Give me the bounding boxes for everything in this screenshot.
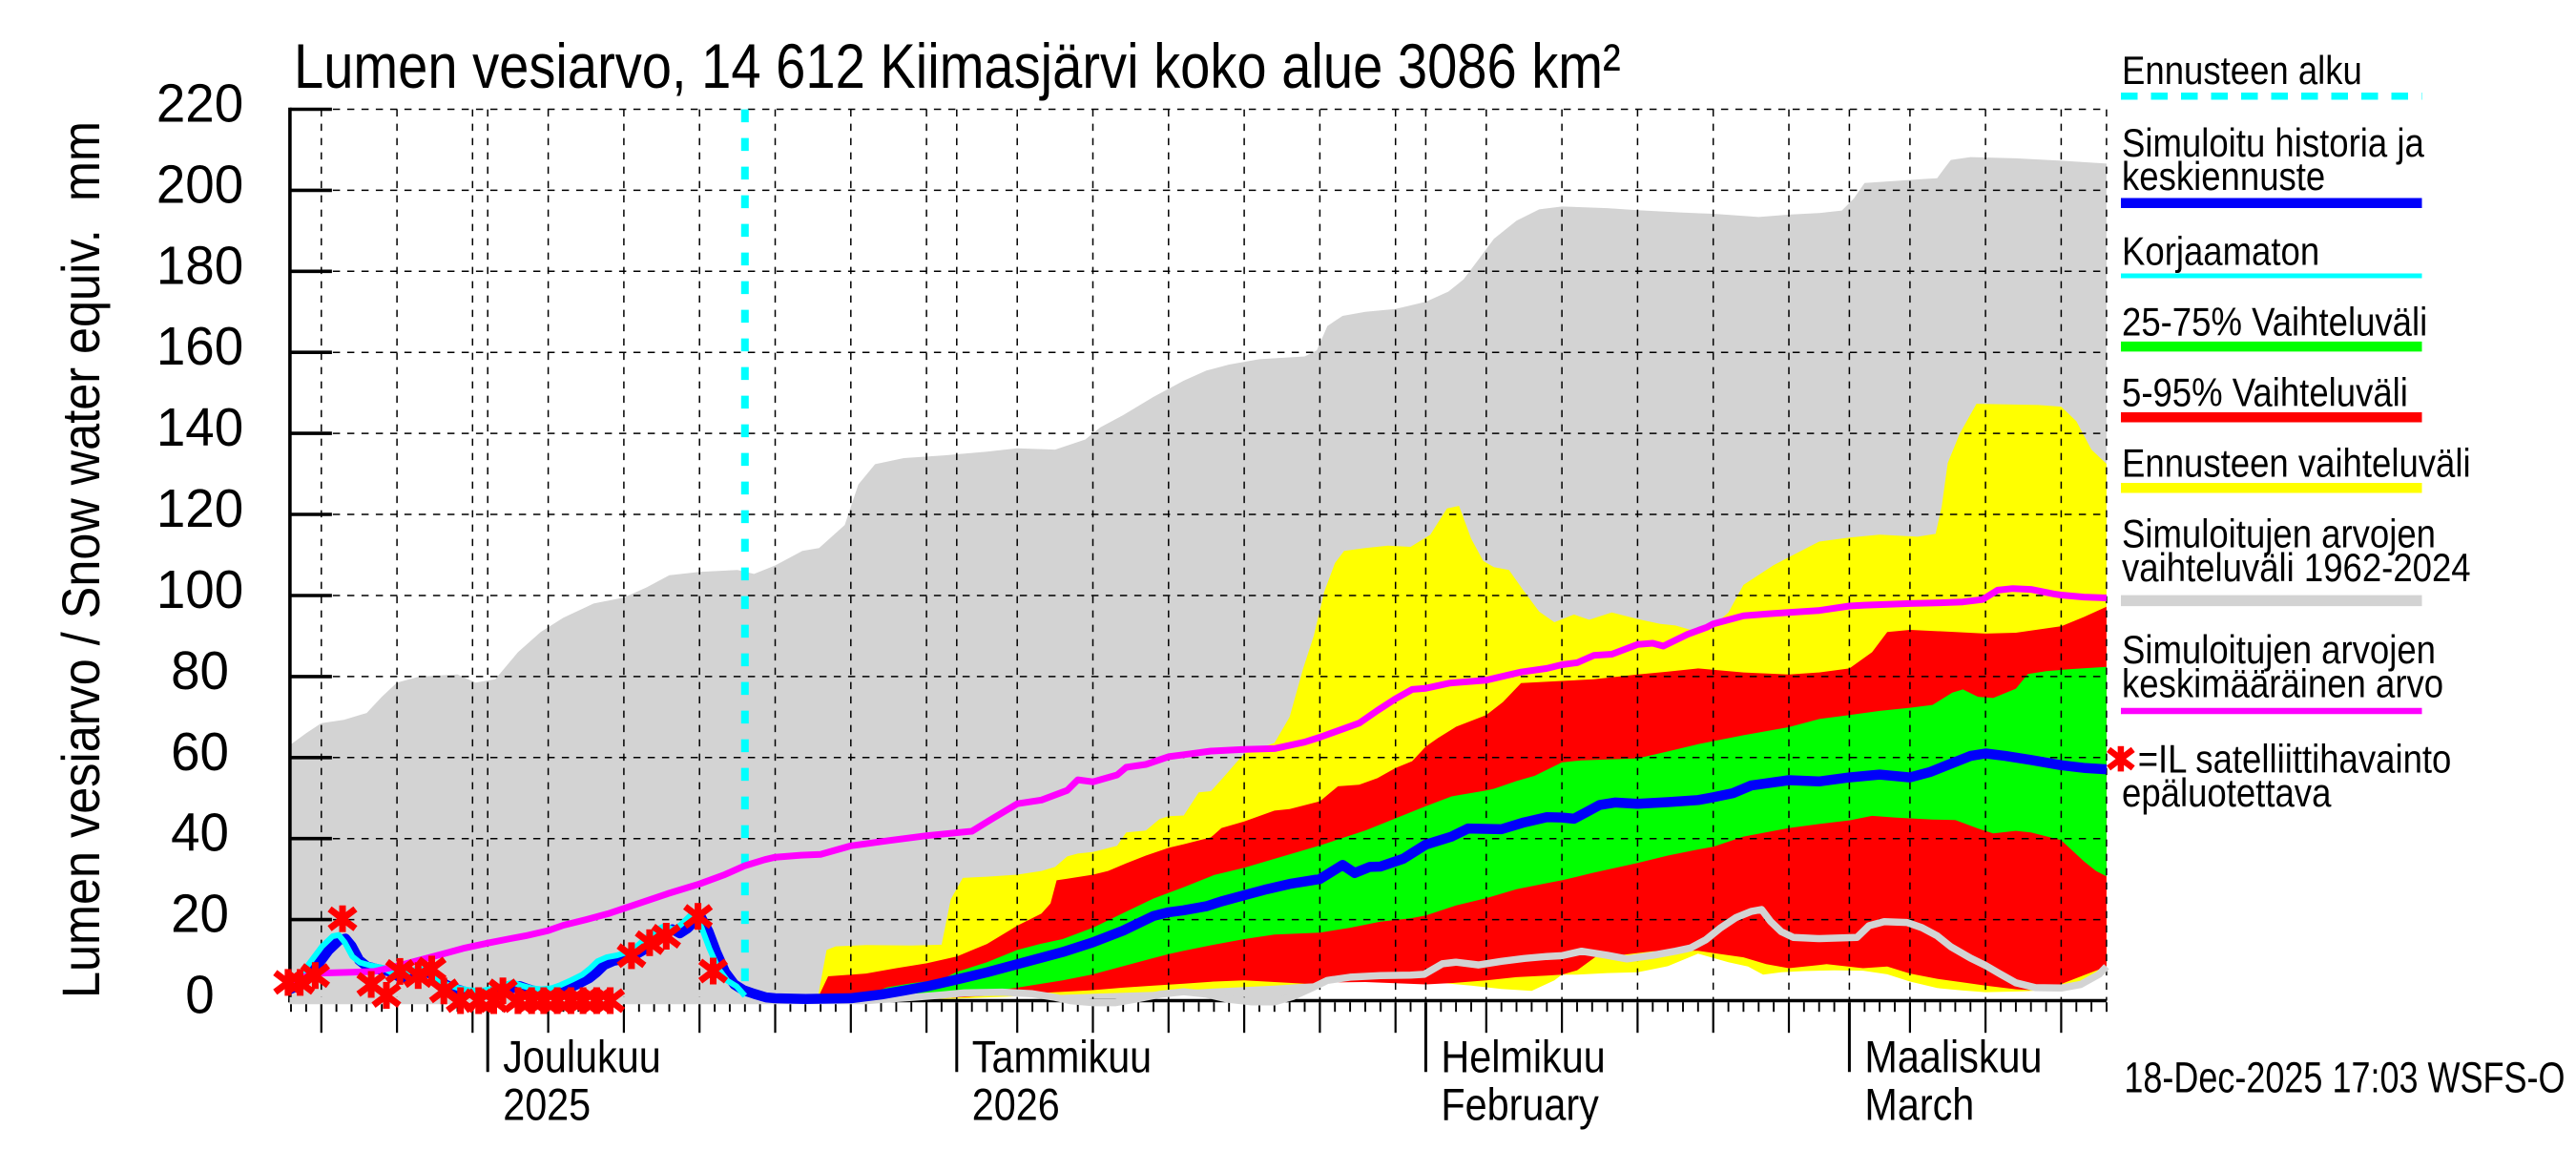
svg-text:60: 60 [171,721,229,782]
svg-text:Tammikuu: Tammikuu [972,1033,1152,1082]
svg-text:18-Dec-2025 17:03 WSFS-O: 18-Dec-2025 17:03 WSFS-O [2124,1054,2565,1102]
svg-text:0: 0 [185,963,214,1024]
svg-text:=IL satelliittihavainto: =IL satelliittihavainto [2138,737,2452,782]
svg-text:February: February [1441,1080,1599,1130]
svg-text:Simuloitujen arvojen: Simuloitujen arvojen [2122,627,2436,672]
svg-text:200: 200 [156,153,243,214]
svg-text:mm: mm [52,121,112,201]
svg-text:2026: 2026 [972,1080,1060,1130]
svg-text:vaihteluväli 1962-2024: vaihteluväli 1962-2024 [2122,546,2471,591]
svg-text:180: 180 [156,234,243,295]
svg-text:keskimääräinen arvo: keskimääräinen arvo [2122,661,2443,706]
svg-text:25-75% Vaihteluväli: 25-75% Vaihteluväli [2122,300,2427,345]
svg-text:Simuloitu historia ja: Simuloitu historia ja [2122,121,2424,166]
svg-text:Lumen vesiarvo / Snow water eq: Lumen vesiarvo / Snow water equiv. [52,229,112,998]
svg-text:Simuloitujen arvojen: Simuloitujen arvojen [2122,512,2436,556]
svg-text:Ennusteen alku: Ennusteen alku [2122,48,2362,93]
svg-text:160: 160 [156,315,243,376]
svg-text:epäluotettava: epäluotettava [2122,771,2331,816]
svg-text:80: 80 [171,639,229,700]
svg-text:keskiennuste: keskiennuste [2122,155,2325,199]
svg-text:March: March [1864,1080,1974,1130]
svg-text:5-95% Vaihteluväli: 5-95% Vaihteluväli [2122,370,2408,415]
svg-text:220: 220 [156,72,243,133]
svg-text:Joulukuu: Joulukuu [503,1033,660,1082]
svg-text:Lumen vesiarvo, 14 612 Kiimasj: Lumen vesiarvo, 14 612 Kiimasjärvi koko … [294,31,1621,101]
svg-text:20: 20 [171,883,229,944]
svg-text:120: 120 [156,477,243,538]
svg-text:140: 140 [156,396,243,457]
svg-text:Helmikuu: Helmikuu [1441,1033,1605,1082]
svg-text:Maaliskuu: Maaliskuu [1864,1033,2042,1082]
svg-text:40: 40 [171,802,229,863]
svg-text:Korjaamaton: Korjaamaton [2122,229,2319,274]
svg-text:Ennusteen vaihteluväli: Ennusteen vaihteluväli [2122,441,2471,486]
svg-text:100: 100 [156,558,243,619]
svg-text:2025: 2025 [503,1080,591,1130]
